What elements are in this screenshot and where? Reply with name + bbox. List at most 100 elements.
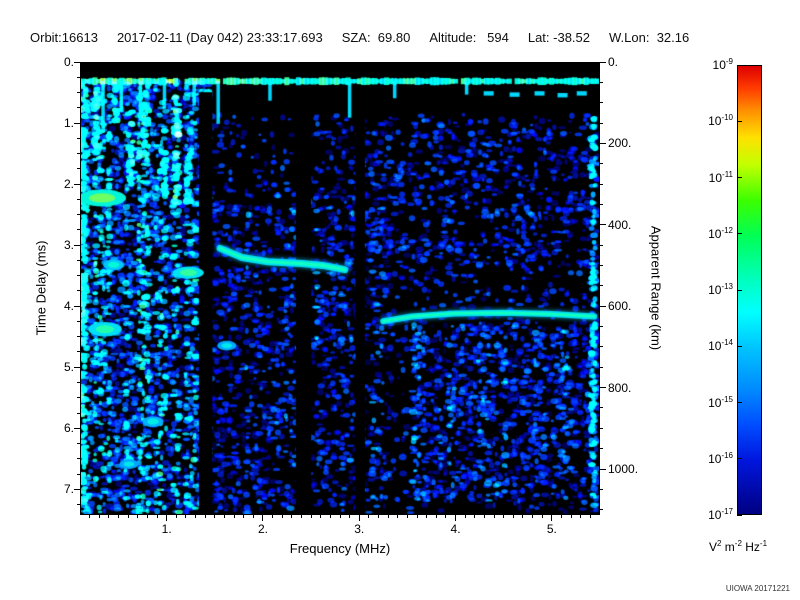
x-tick-label: 5. (546, 522, 557, 536)
x-tick-label: 4. (450, 522, 461, 536)
y-tick-label: 3. (63, 238, 74, 253)
y-minor-tick (77, 458, 80, 460)
x-minor-tick (493, 515, 495, 518)
x-major-tick (166, 515, 168, 521)
colorbar-tick-label: 10-17 (708, 507, 733, 523)
range-minor-tick (600, 265, 603, 266)
x-axis-label: Frequency (MHz) (289, 541, 391, 556)
x-tick-label: 3. (354, 522, 365, 536)
y-minor-tick (77, 107, 80, 109)
range-major-tick (600, 224, 606, 226)
x-major-tick (358, 515, 360, 521)
watermark: UIOWA 20171221 (725, 584, 790, 593)
x-minor-tick (445, 515, 447, 518)
datetime-label: 2017-02-11 (Day 042) 23:33:17.693 (116, 30, 323, 45)
x-minor-tick (512, 515, 514, 518)
y-minor-tick (77, 168, 80, 170)
west-longitude-label: W.Lon: 32.16 (609, 30, 690, 45)
y-minor-tick (77, 153, 80, 155)
x-minor-tick (426, 515, 428, 518)
colorbar-tick-label: 10-12 (708, 225, 733, 241)
x-minor-tick (310, 515, 312, 518)
range-minor-tick (600, 81, 603, 83)
y-minor-tick (77, 275, 80, 277)
x-minor-tick (243, 515, 245, 518)
y-tick-label: 0. (63, 55, 74, 69)
colorbar-tick (737, 289, 742, 291)
colorbar-tick (737, 514, 742, 516)
y-major-tick (74, 122, 80, 124)
colorbar-tick (737, 177, 742, 178)
range-tick-label: 1000. (608, 462, 639, 476)
x-major-tick (262, 515, 264, 521)
x-minor-tick (233, 515, 235, 518)
x-tick-label: 2. (257, 522, 268, 536)
range-tick-label: 800. (608, 380, 632, 395)
x-minor-tick (503, 515, 505, 518)
y-minor-tick (77, 92, 80, 94)
x-minor-tick (300, 515, 302, 518)
x-minor-tick (378, 515, 380, 518)
x-minor-tick (560, 515, 562, 518)
colorbar-tick-label: 10-13 (708, 282, 733, 298)
x-minor-tick (98, 515, 100, 518)
y-major-tick (74, 305, 80, 307)
x-minor-tick (127, 515, 129, 518)
range-minor-tick (600, 326, 603, 328)
range-minor-tick (600, 244, 603, 246)
y-minor-tick (77, 504, 80, 506)
x-minor-tick (406, 515, 408, 518)
colorbar-tick-label: 10-10 (708, 113, 733, 129)
colorbar-tick-label: 10-15 (708, 394, 733, 410)
colorbar-tick (737, 458, 742, 460)
orbit-label: Orbit:16613 (30, 30, 98, 45)
x-minor-tick (349, 515, 351, 518)
y-minor-tick (77, 320, 80, 322)
x-minor-tick (522, 515, 524, 518)
y-major-tick (74, 183, 80, 185)
y-minor-tick (77, 137, 80, 139)
x-minor-tick (108, 515, 110, 518)
x-minor-tick (339, 515, 341, 518)
x-minor-tick (474, 515, 476, 518)
range-major-tick (600, 142, 606, 144)
range-minor-tick (600, 122, 603, 124)
y-tick-label: 1. (63, 116, 74, 131)
colorbar-tick-label: 10-11 (708, 169, 733, 185)
x-minor-tick (175, 515, 177, 518)
range-minor-tick (600, 366, 603, 368)
range-tick-label: 400. (608, 217, 632, 232)
x-minor-tick (223, 515, 225, 518)
colorbar-tick (737, 120, 742, 122)
x-minor-tick (368, 515, 370, 518)
x-minor-tick (252, 515, 254, 518)
y-minor-tick (77, 412, 80, 414)
y-tick-label: 7. (63, 482, 74, 497)
y-major-tick (74, 366, 80, 368)
x-minor-tick (589, 515, 591, 518)
colorbar-tick-label: 10-14 (708, 338, 733, 354)
sza-label: SZA: 69.80 (341, 30, 411, 45)
x-minor-tick (387, 515, 389, 518)
range-minor-tick (600, 509, 603, 511)
colorbar-tick (737, 64, 742, 66)
y-minor-tick (77, 397, 80, 399)
y-tick-label: 4. (63, 299, 74, 314)
x-minor-tick (272, 515, 274, 518)
range-tick-label: 0. (608, 55, 619, 69)
x-minor-tick (185, 515, 187, 518)
x-minor-tick (118, 515, 120, 518)
x-minor-tick (195, 515, 197, 518)
colorbar-tick (737, 402, 742, 403)
range-tick-label: 200. (608, 136, 632, 151)
x-minor-tick (291, 515, 293, 518)
colorbar-unit-label: V2 m-2 Hz-1 (708, 539, 768, 555)
y-minor-tick (77, 382, 80, 384)
y-minor-tick (77, 214, 80, 216)
x-minor-tick (137, 515, 139, 518)
x-minor-tick (89, 515, 91, 518)
range-minor-tick (600, 427, 603, 429)
x-minor-tick (570, 515, 572, 518)
